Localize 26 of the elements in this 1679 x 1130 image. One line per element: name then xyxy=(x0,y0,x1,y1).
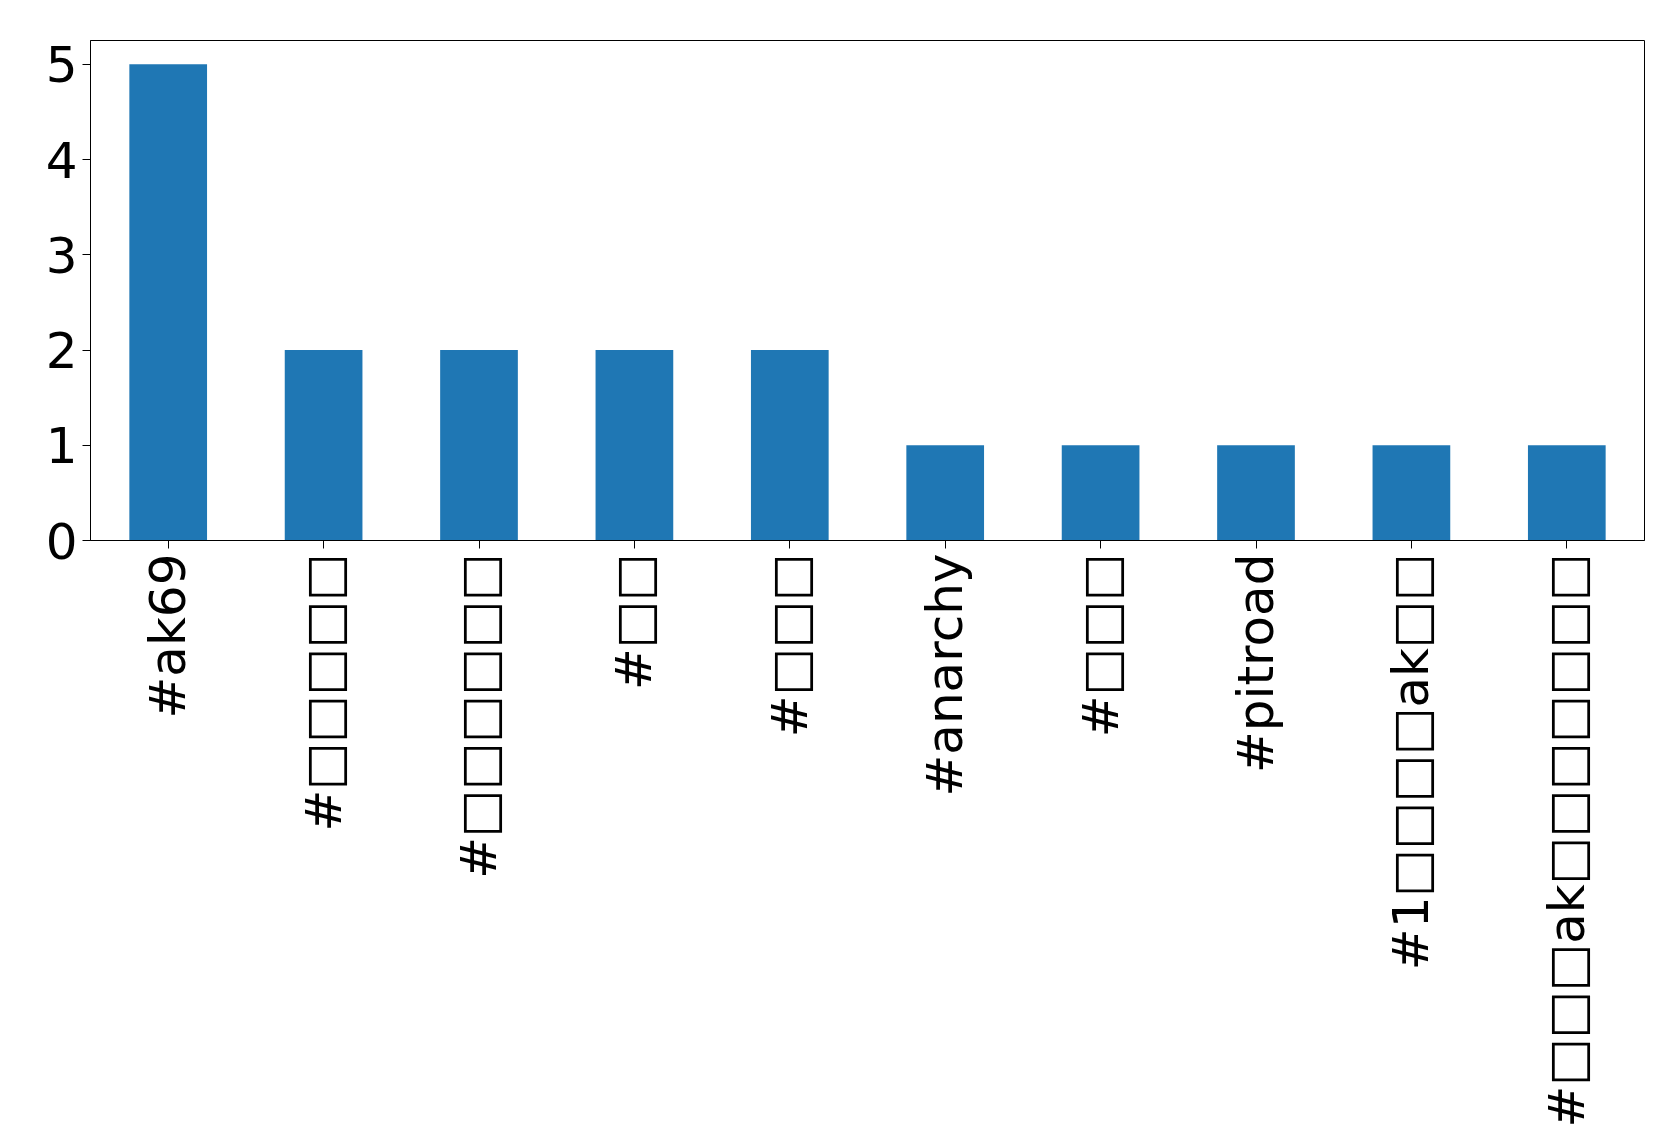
bar xyxy=(129,64,208,541)
x-tick-label: #□□ xyxy=(605,553,664,690)
y-tick-label: 1 xyxy=(45,417,78,476)
y-tick-label: 5 xyxy=(45,36,78,95)
x-tick-label: #pitroad xyxy=(1227,553,1285,774)
bar xyxy=(1527,445,1606,541)
x-tick-label: #□□□ xyxy=(1071,553,1130,738)
y-tick-label: 3 xyxy=(45,226,78,285)
bar xyxy=(906,445,985,541)
bar xyxy=(750,350,829,541)
bar xyxy=(1372,445,1451,541)
y-tick-label: 0 xyxy=(45,512,78,571)
bar xyxy=(595,350,674,541)
bar xyxy=(440,350,518,541)
bar xyxy=(1217,445,1295,541)
x-tick-label: #anarchy xyxy=(916,553,975,797)
x-tick-label: #□□□ak□□□□□□□ xyxy=(1537,553,1596,1128)
bar xyxy=(284,350,363,541)
y-tick-label: 2 xyxy=(45,322,78,381)
y-tick-label: 4 xyxy=(45,131,78,190)
x-tick-label: #□□□□□ xyxy=(294,553,353,832)
x-tick-label: #ak69 xyxy=(139,553,198,719)
x-tick-label: #□□□□□□ xyxy=(450,553,508,879)
x-tick-label: #□□□ xyxy=(760,553,819,738)
bar xyxy=(1061,445,1140,541)
x-tick-label: #1□□□□ak□□ xyxy=(1382,553,1441,971)
